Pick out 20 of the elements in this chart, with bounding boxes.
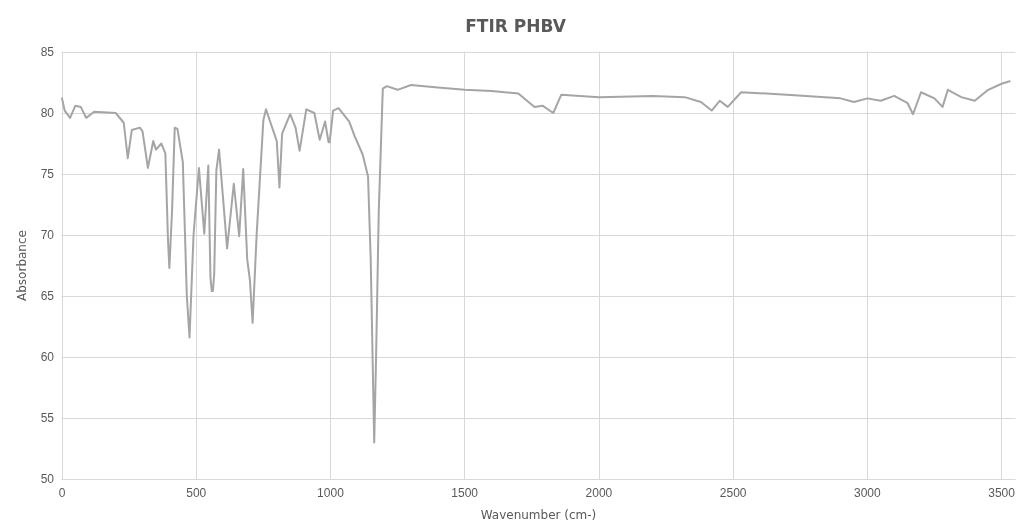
x-tick-label: 3000: [854, 486, 882, 500]
x-axis-title: Wavenumber (cm-): [480, 508, 597, 522]
x-tick-label: 1000: [317, 486, 345, 500]
y-tick-label: 50: [40, 472, 55, 486]
x-tick-label: 1500: [451, 486, 479, 500]
y-axis-title: Absorbance: [15, 230, 29, 301]
y-tick-label: 60: [40, 350, 55, 364]
x-tick-label: 2000: [585, 486, 613, 500]
y-tick-label: 75: [40, 167, 55, 181]
x-tick-label: 500: [186, 486, 207, 500]
chart-title: FTIR PHBV: [465, 15, 567, 36]
x-tick-label: 0: [58, 486, 66, 500]
line-series: [61, 80, 1011, 444]
y-tick-label: 55: [40, 411, 55, 425]
y-tick-label: 85: [40, 45, 55, 59]
y-tick-label: 70: [40, 228, 55, 242]
y-tick-label: 65: [40, 289, 55, 303]
x-tick-label: 2500: [719, 486, 747, 500]
x-tick-label: 3500: [988, 486, 1016, 500]
y-tick-label: 80: [40, 106, 55, 120]
